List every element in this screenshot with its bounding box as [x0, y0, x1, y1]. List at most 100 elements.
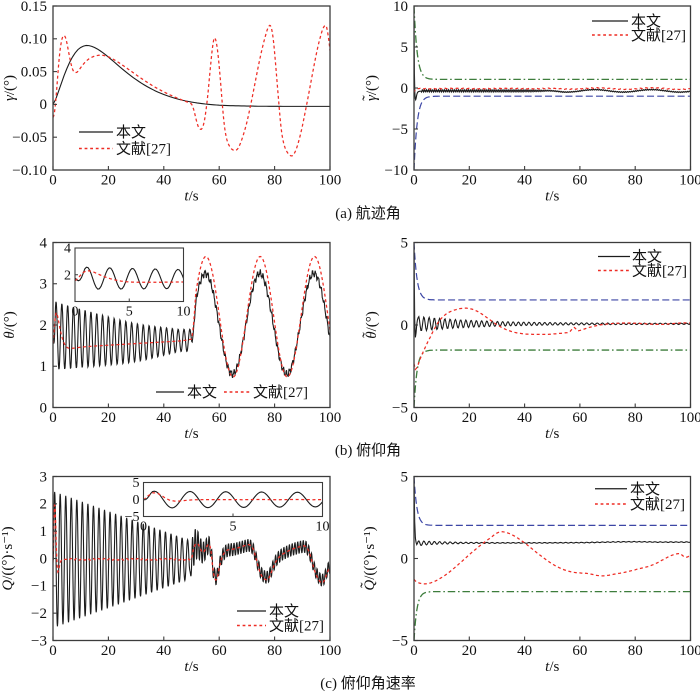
legend-label: 本文: [630, 481, 660, 498]
legend-label: 文献[27]: [630, 496, 685, 513]
y-axis-label: θ/(°): [2, 311, 18, 339]
x-tick-label: 0: [49, 173, 57, 189]
legend-label: 文献[27]: [116, 141, 171, 158]
inset-y-tick-label: 0: [133, 493, 140, 508]
x-tick-label: 40: [517, 173, 532, 189]
x-axis-label: t/s: [545, 189, 559, 205]
y-tick-label: 0: [40, 551, 48, 567]
x-tick-label: 100: [319, 410, 342, 426]
y-tick-label: 0: [401, 81, 409, 97]
x-tick-label: 20: [462, 643, 477, 659]
x-tick-label: 20: [101, 643, 116, 659]
x-axis-label: t/s: [545, 426, 559, 442]
axes-frame: [53, 6, 330, 170]
y-tick-label: 3: [40, 277, 48, 293]
legend-label: 本文: [187, 384, 217, 401]
y-tick-label: −10: [385, 163, 408, 179]
x-tick-label: 80: [267, 173, 282, 189]
x-axis-label: t/s: [184, 426, 198, 442]
x-tick-label: 100: [319, 643, 342, 659]
legend-label: 文献[27]: [269, 618, 324, 635]
inset-y-tick-label: 2: [64, 268, 71, 283]
x-tick-label: 60: [572, 410, 587, 426]
x-tick-label: 20: [462, 173, 477, 189]
x-tick-label: 40: [156, 173, 171, 189]
line-bound-blue: [414, 96, 691, 170]
x-tick-label: 60: [212, 410, 227, 426]
y-tick-label: 1: [40, 524, 48, 540]
y-tick-label: 0.15: [21, 0, 47, 15]
inset-y-tick-label: 5: [133, 476, 140, 491]
y-tick-label: 0.10: [21, 32, 47, 48]
y-axis-label: Q˜/((°)·s⁻¹): [358, 526, 378, 590]
subfigure-caption-a: (a) 航迹角: [335, 202, 400, 223]
inset-x-tick-label: 10: [316, 520, 330, 535]
x-tick-label: 0: [410, 410, 418, 426]
x-tick-label: 0: [410, 643, 418, 659]
legend-label: 本文: [269, 603, 299, 620]
x-tick-label: 60: [572, 643, 587, 659]
y-tick-label: 5: [401, 40, 409, 56]
y-tick-label: 0.05: [21, 64, 47, 80]
x-tick-label: 20: [101, 173, 116, 189]
y-axis-label: Q/((°)·s⁻¹): [0, 526, 16, 590]
x-tick-label: 0: [49, 410, 57, 426]
line-bound-green: [414, 350, 691, 407]
line-proposed: [53, 45, 330, 106]
y-tick-label: 1: [40, 359, 48, 375]
x-tick-label: 60: [212, 643, 227, 659]
y-tick-label: −3: [31, 633, 47, 649]
inset-x-tick-label: 10: [177, 305, 191, 320]
inset-x-tick-label: 0: [72, 305, 79, 320]
x-tick-label: 80: [628, 410, 643, 426]
x-axis-label: t/s: [545, 659, 559, 675]
x-tick-label: 80: [267, 410, 282, 426]
y-tick-label: −5: [392, 633, 408, 649]
x-tick-label: 100: [679, 410, 700, 426]
y-tick-label: −0.05: [12, 130, 47, 146]
legend-label: 文献[27]: [632, 263, 687, 280]
y-tick-label: 2: [40, 318, 48, 334]
y-tick-label: 10: [393, 0, 408, 15]
line-reference: [414, 308, 691, 369]
plot-area: [53, 25, 330, 156]
line-reference: [53, 25, 330, 156]
y-tick-label: −1: [31, 579, 47, 595]
y-tick-label: 5: [401, 469, 409, 485]
legend-label: 文献[27]: [253, 384, 308, 401]
inset-y-tick-label: −5: [125, 510, 140, 525]
line-bound-green: [414, 592, 691, 641]
inset-x-tick-label: 5: [126, 305, 133, 320]
legend-label: 文献[27]: [631, 27, 686, 44]
x-tick-label: 20: [462, 410, 477, 426]
x-tick-label: 80: [628, 643, 643, 659]
subfigure-caption-b: (b) 俯仰角: [335, 439, 401, 460]
y-axis-label: γ˜/(°): [360, 75, 380, 101]
y-tick-label: −2: [31, 606, 47, 622]
x-tick-label: 100: [319, 173, 342, 189]
y-tick-label: 0: [40, 400, 48, 416]
x-tick-label: 40: [517, 643, 532, 659]
y-tick-label: 2: [40, 497, 48, 513]
x-tick-label: 40: [156, 410, 171, 426]
inset-plot-area: [144, 483, 700, 517]
legend-label: 本文: [116, 124, 146, 141]
x-tick-label: 0: [49, 643, 57, 659]
y-tick-label: 3: [40, 469, 48, 485]
x-tick-label: 60: [212, 173, 227, 189]
x-tick-label: 40: [517, 410, 532, 426]
x-tick-label: 100: [679, 643, 700, 659]
y-axis-label: γ/(°): [2, 75, 18, 101]
x-tick-label: 80: [628, 173, 643, 189]
x-tick-label: 20: [101, 410, 116, 426]
